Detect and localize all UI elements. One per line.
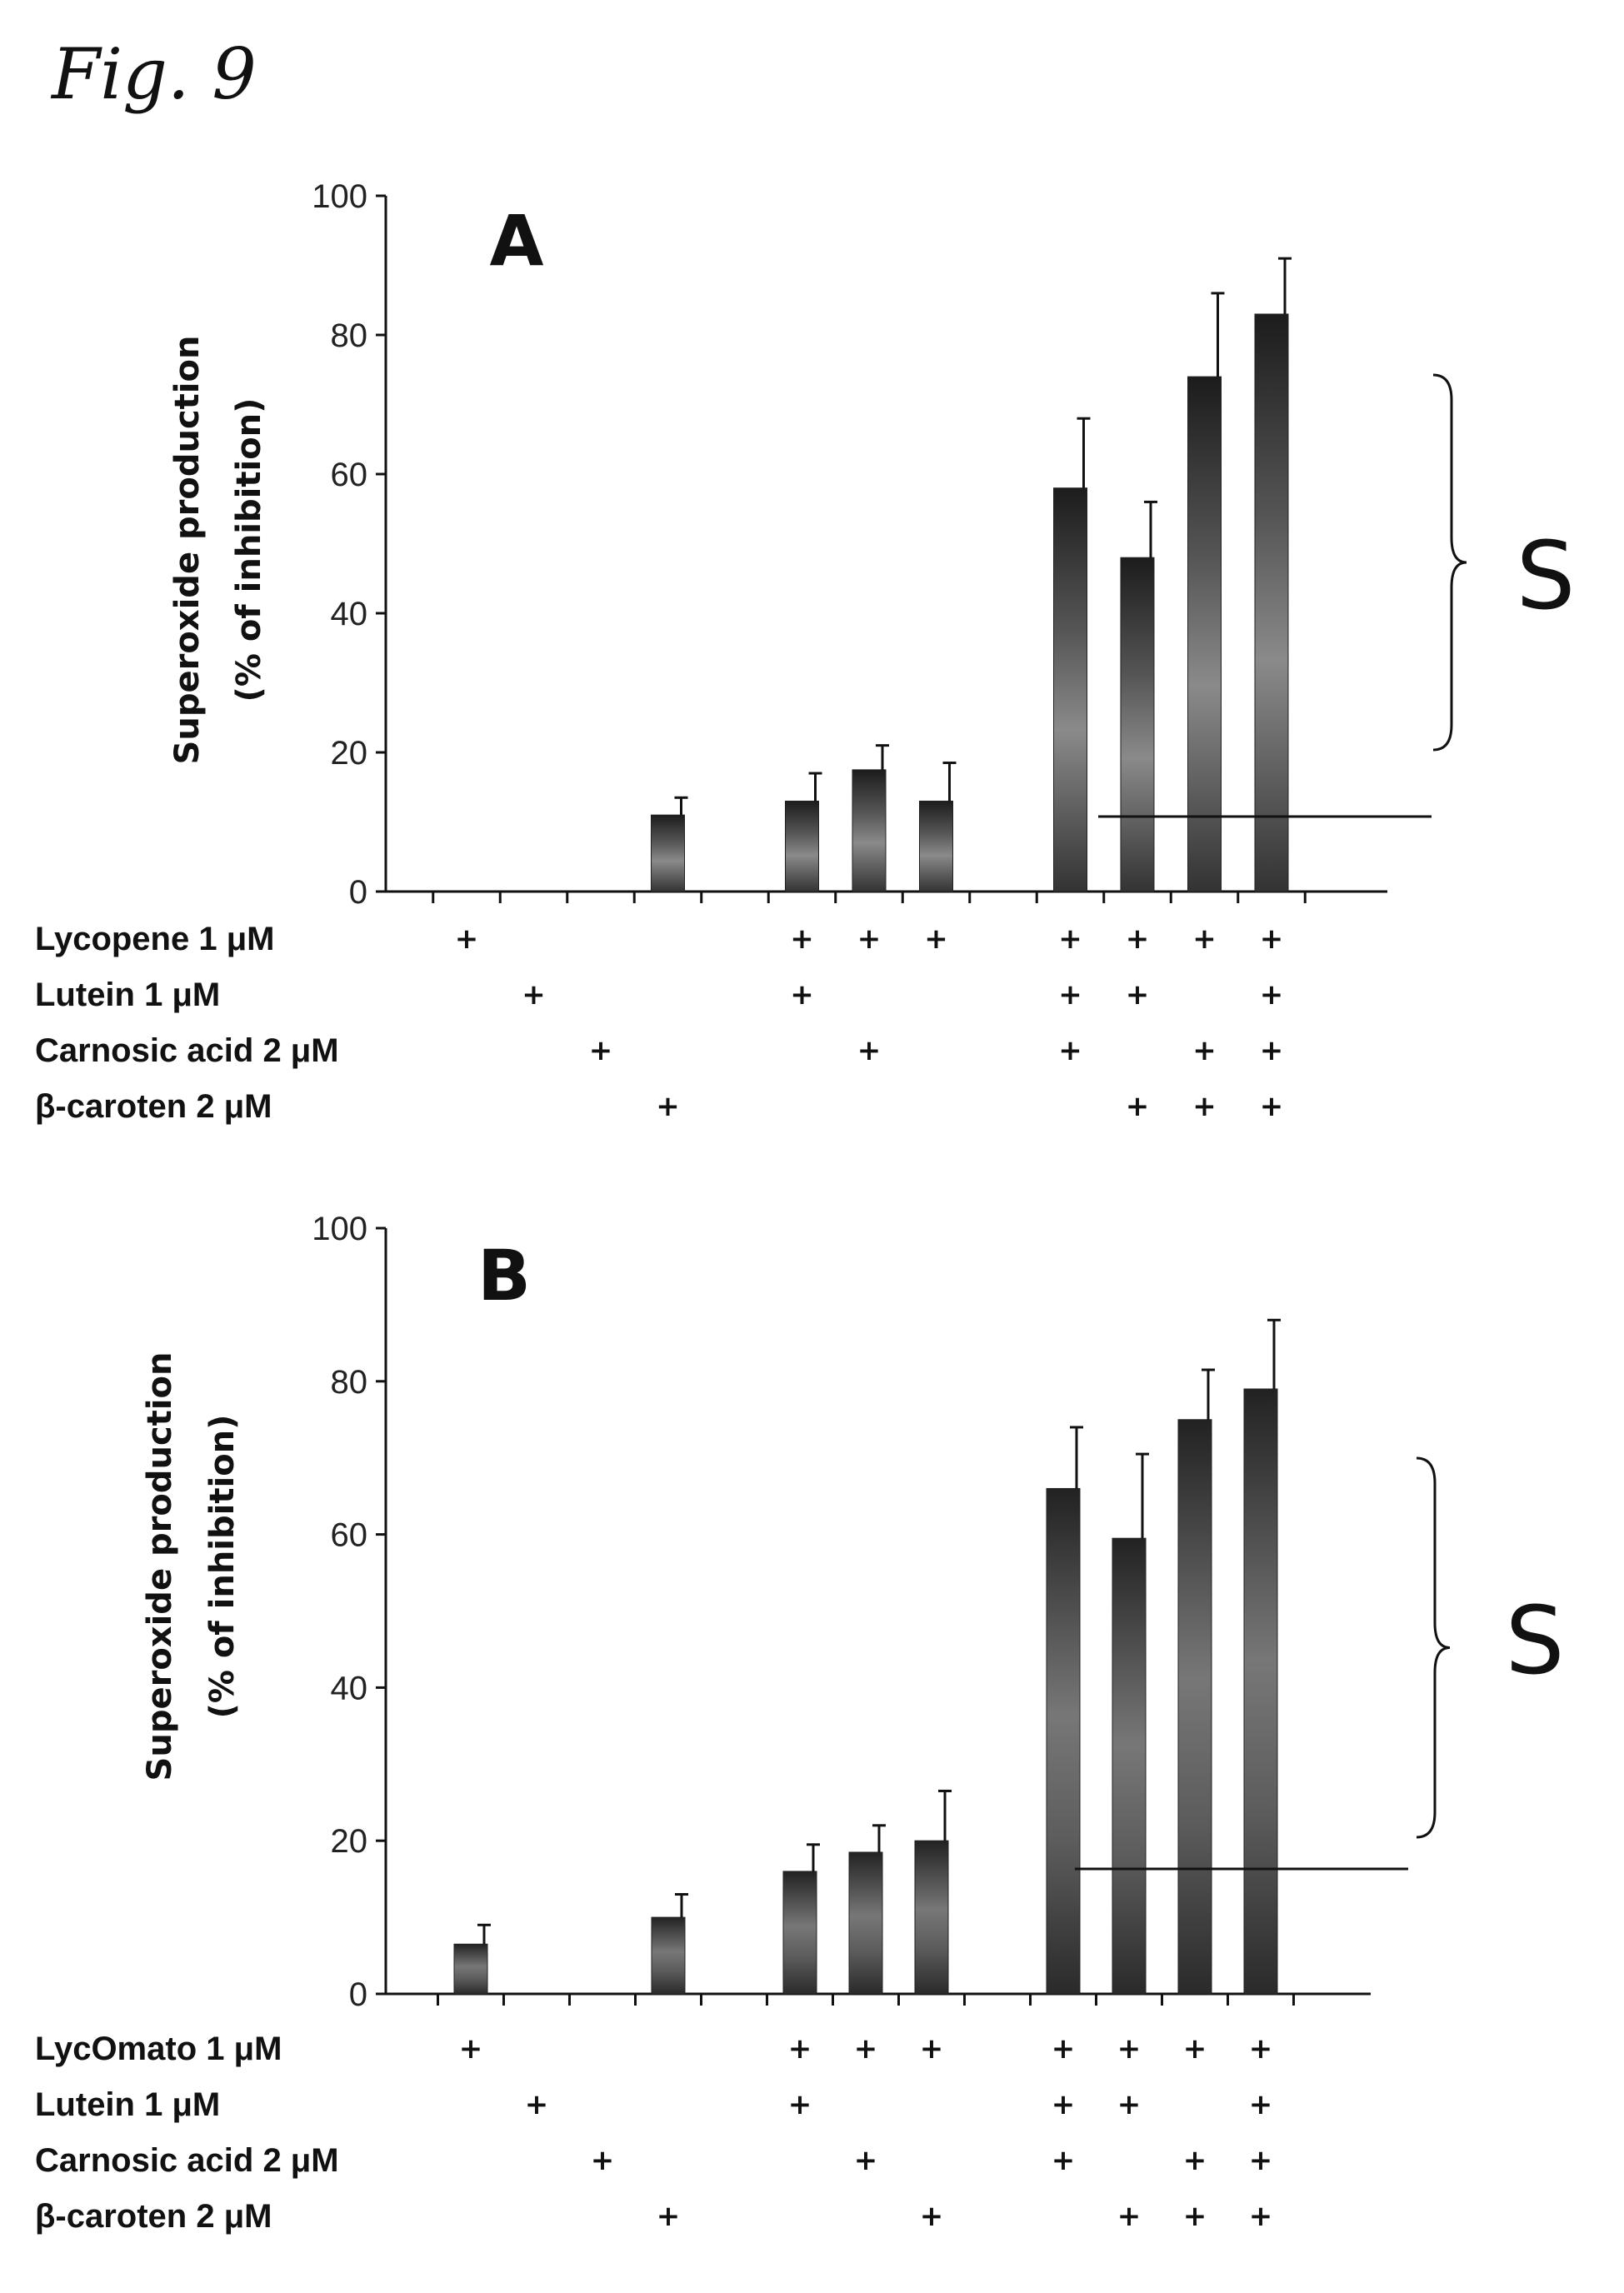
panel-a-plus-mark: + [1260,922,1284,956]
panel-a-condition-label: β-caroten 2 μM [35,1088,272,1125]
panel-b-plus-mark: + [1117,2032,1142,2066]
panel-a-plus-mark: + [1192,1090,1217,1123]
panel-b-plus-mark: + [854,2144,878,2177]
panel-a-plus-mark: + [1058,1034,1082,1067]
panel-b-y-axis-label-line2: (% of inhibition) [203,1415,242,1719]
panel-b-y-tick-label: 60 [331,1517,368,1554]
panel-b-y-tick-label: 0 [349,1976,367,2013]
panel-b-condition-label: β-caroten 2 μM [35,2198,272,2235]
panel-a-bracket [1433,375,1467,750]
panel-a-bar [1255,314,1288,892]
panel-b-bar [1178,1420,1212,1994]
panel-b-panel-letter: B [477,1235,531,1316]
panel-a-condition-label: Lutein 1 μM [35,977,220,1013]
panel-b-condition-label: LycOmato 1 μM [35,2031,282,2067]
panel-a-plus-mark: + [857,922,882,956]
panel-a-y-tick-label: 40 [331,596,368,632]
panel-a-condition-label: Carnosic acid 2 μM [35,1032,339,1069]
panel-a-plus-mark: + [790,922,814,956]
panel-b-y-tick-label: 40 [331,1670,368,1706]
panel-a-significance-label: S [1516,522,1575,631]
panel-a-bar [852,770,886,892]
panel-b-plus-mark: + [525,2088,549,2121]
panel-a-y-tick-label: 20 [331,735,368,772]
chart-panel-a: 0 20 40 60 80 100 S A Superoxide production (% of… [35,178,1576,1125]
panel-a-plus-mark: + [1192,1034,1217,1067]
panel-b-plus-mark: + [459,2032,483,2066]
panel-b-y-tick-label: 100 [312,1211,367,1247]
panel-b-bar [652,1917,685,1994]
panel-b-plus-mark: + [1052,2088,1076,2121]
panel-a-plus-mark: + [455,922,479,956]
panel-a-plus-mark: + [857,1034,882,1067]
panel-b-plus-mark: + [591,2144,615,2177]
panel-a-plus-mark: + [790,978,814,1012]
panel-a-plus-mark: + [1192,922,1217,956]
panel-a-y-tick-label: 60 [331,457,368,493]
panel-b-plus-mark: + [1249,2144,1273,2177]
panel-b-plus-mark: + [1183,2200,1207,2233]
panel-a-bar [1054,488,1087,892]
panel-a-plus-mark: + [1126,1090,1150,1123]
panel-b-plus-mark: + [1052,2032,1076,2066]
panel-b-bar [1244,1389,1277,1994]
panel-b-bar [783,1871,817,1994]
panel-b-condition-label: Lutein 1 μM [35,2086,220,2123]
panel-a-y-tick-label: 0 [349,874,367,911]
panel-a-plus-mark: + [1260,1090,1284,1123]
panel-a-bar [1121,557,1154,892]
panel-b-plus-mark: + [788,2088,812,2121]
panel-b-bar [1047,1488,1080,1994]
panel-a-plus-mark: + [1260,1034,1284,1067]
panel-a-bar [1188,377,1222,892]
panel-a-y-axis-label-line2: (% of inhibition) [230,398,268,702]
panel-b-y-axis-label: Superoxide production [141,1352,179,1781]
panel-a-plus-mark: + [924,922,948,956]
panel-b-bar [915,1841,948,1994]
chart-panel-b: 0 20 40 60 80 100 S B Superoxide production (% of… [35,1211,1565,2235]
panel-b-condition-label: Carnosic acid 2 μM [35,2142,339,2179]
panel-b-plus-mark: + [1117,2088,1142,2121]
panel-a-plus-mark: + [1058,922,1082,956]
panel-b-plus-mark: + [1183,2144,1207,2177]
panel-a-y-tick-label: 100 [312,178,367,215]
panel-a-plus-mark: + [522,978,546,1012]
panel-a-plus-mark: + [1058,978,1082,1012]
panel-b-plus-mark: + [788,2032,812,2066]
panel-b-plus-mark: + [1183,2032,1207,2066]
panel-a-panel-letter: A [489,200,543,282]
panel-b-plus-mark: + [1249,2200,1273,2233]
panel-b-bracket [1417,1458,1450,1837]
panel-b-significance-label: S [1505,1587,1564,1696]
panel-a-plus-mark: + [1260,978,1284,1012]
panel-b-bar [454,1944,487,1994]
panel-a-plus-mark: + [1126,922,1150,956]
panel-a-plus-mark: + [1126,978,1150,1012]
panel-a-bar [786,801,819,892]
panel-a-y-tick-label: 80 [331,317,368,354]
panel-a-plus-mark: + [589,1034,613,1067]
panel-b-plus-mark: + [1117,2200,1142,2233]
panel-b-plus-mark: + [1052,2144,1076,2177]
panel-b-plus-mark: + [920,2200,944,2233]
panel-a-y-axis-label: Superoxide production [168,336,207,765]
panel-a-bar [920,801,953,892]
panel-b-y-tick-label: 80 [331,1364,368,1401]
panel-a-bar [652,815,685,892]
panel-b-plus-mark: + [657,2200,681,2233]
panel-a-condition-label: Lycopene 1 μM [35,921,275,957]
panel-b-plus-mark: + [854,2032,878,2066]
panel-b-bar [1112,1538,1146,1994]
panel-b-plus-mark: + [1249,2088,1273,2121]
panel-b-y-tick-label: 20 [331,1823,368,1860]
panel-b-bar [849,1852,882,1994]
panel-a-plus-mark: + [656,1090,680,1123]
panel-b-plus-mark: + [1249,2032,1273,2066]
panel-b-plus-mark: + [920,2032,944,2066]
